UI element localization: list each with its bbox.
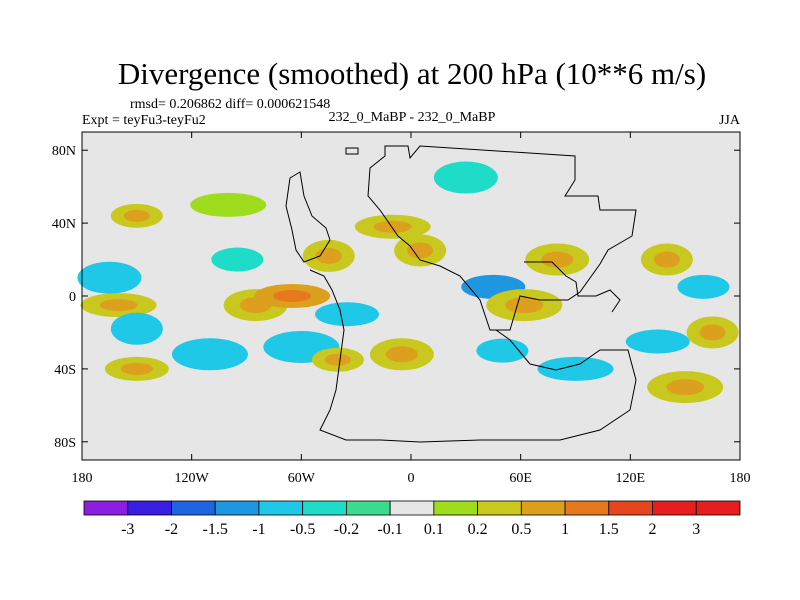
colorbar-box: [652, 500, 697, 516]
axis-ticks: 180 120W 60W 0 60E 120E 180 80N 40N 0 40S 80S: [52, 132, 751, 486]
colorbar-box: [389, 500, 435, 516]
colorbar-box: [695, 500, 741, 516]
colorbar-box: [345, 500, 391, 516]
field-blob-core: [407, 242, 434, 259]
subtitle-label: 232_0_MaBP - 232_0_MaBP: [329, 110, 496, 125]
x-tick-label: 180: [72, 471, 93, 486]
colorbar-label: -3: [121, 521, 134, 538]
colorbar-label: 0.5: [511, 521, 531, 538]
colorbar-label: 1: [561, 521, 569, 538]
field-blob-core: [477, 280, 510, 293]
expt-label: Expt = teyFu3-teyFu2: [82, 113, 206, 128]
x-tick-label: 180: [730, 471, 751, 486]
continent-outline-east: [524, 261, 621, 313]
x-tick-label: 120W: [175, 471, 210, 486]
x-tick-label: 120E: [616, 471, 646, 486]
colorbar-label: 3: [692, 521, 700, 538]
field-blob-core: [120, 362, 153, 375]
colorbar-box: [608, 500, 653, 516]
colorbar-label: 0.1: [424, 521, 444, 538]
field-blob-core: [541, 251, 574, 268]
stats-label: rmsd= 0.206862 diff= 0.000621548: [130, 97, 330, 112]
colorbar-label: -0.1: [377, 521, 402, 538]
x-tick-label: 60E: [509, 471, 532, 486]
colorbar-box: [83, 500, 129, 516]
field-blob-core: [123, 209, 150, 222]
field-blob-core: [699, 324, 726, 341]
field-blob-core: [324, 353, 351, 366]
field-blob-core: [331, 308, 364, 321]
y-tick-label: 80S: [54, 436, 76, 451]
colorbar-box: [564, 500, 610, 516]
y-tick-label: 80N: [52, 144, 76, 159]
x-tick-label: 0: [408, 471, 415, 486]
field-blob-core: [556, 362, 595, 375]
colorbar-label: 0.2: [468, 521, 488, 538]
island-outline: [345, 147, 359, 155]
chart-title: Divergence (smoothed) at 200 hPa (10**6 …: [118, 56, 706, 91]
field-blob-core: [273, 290, 312, 302]
colorbar-label: -2: [165, 521, 178, 538]
field-blob-core: [505, 297, 544, 314]
field-blob-core: [489, 344, 516, 357]
continent-outline-west: [285, 171, 331, 263]
colorbar-box: [520, 500, 566, 516]
colorbar-box: [477, 500, 522, 516]
season-label: JJA: [719, 113, 741, 128]
field-blob: [190, 192, 267, 217]
colorbar-box: [258, 500, 304, 516]
x-tick-label: 60W: [288, 471, 316, 486]
map-background: [82, 132, 740, 460]
colorbar-label: -0.2: [334, 521, 359, 538]
field-blob-core: [666, 379, 705, 396]
colorbar-label: 2: [649, 521, 657, 538]
field-blob: [433, 161, 498, 194]
field-blob-core: [123, 320, 150, 337]
colorbar-box: [302, 500, 347, 516]
field-blob-core: [93, 269, 126, 286]
colorbar-label: -1.5: [203, 521, 228, 538]
colorbar: -3 -2 -1.5 -1 -0.5 -0.2 -0.1 0.1 0.2 0.5 1 1.5 2 3: [83, 500, 741, 538]
field-blob-core: [690, 280, 717, 293]
colorbar-box: [214, 500, 260, 516]
colorbar-box: [171, 500, 216, 516]
colorbar-label: 1.5: [599, 521, 619, 538]
y-tick-label: 40N: [52, 217, 76, 232]
field-blob-core: [373, 220, 412, 233]
continent-outline-south: [309, 269, 637, 443]
field-contours: [77, 161, 739, 404]
field-blob-core: [99, 299, 138, 312]
y-tick-label: 0: [69, 290, 76, 305]
continent-outline: [367, 145, 637, 331]
field-blob: [211, 247, 264, 272]
y-tick-label: 40S: [54, 363, 76, 378]
colorbar-label: -1: [252, 521, 265, 538]
field-blob-core: [385, 346, 418, 363]
field-blob-core: [282, 339, 321, 356]
field-blob-core: [190, 346, 229, 363]
colorbar-label: -0.5: [290, 521, 315, 538]
field-blob-core: [653, 251, 680, 268]
colorbar-box: [433, 500, 479, 516]
colorbar-box: [127, 500, 172, 516]
field-blob-core: [641, 335, 674, 348]
